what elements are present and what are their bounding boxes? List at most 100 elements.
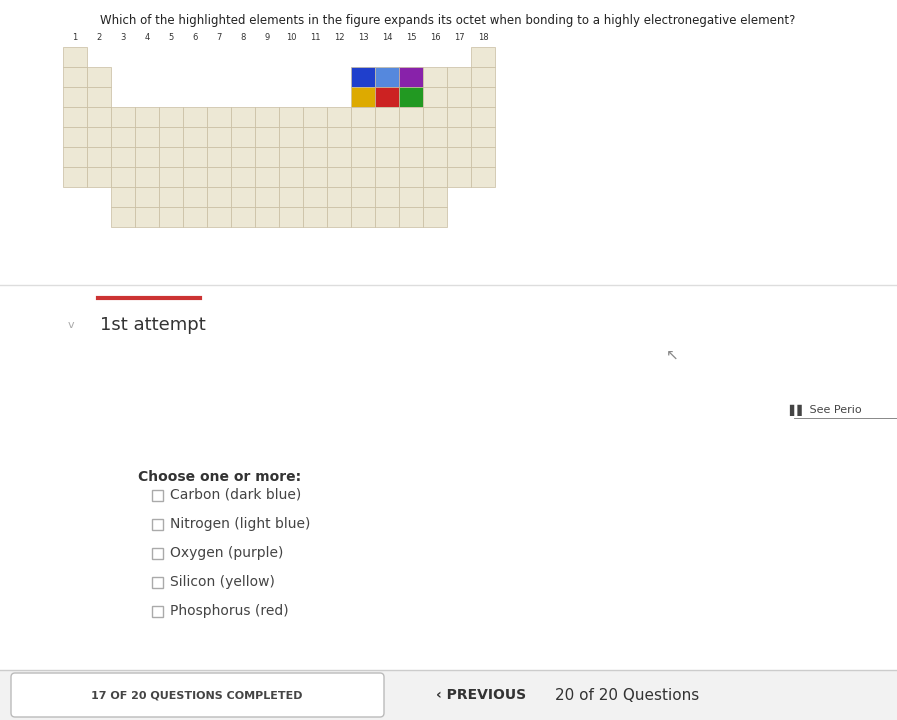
- Bar: [255, 107, 279, 127]
- Text: v: v: [68, 320, 74, 330]
- Bar: [303, 107, 327, 127]
- Text: 10: 10: [286, 32, 296, 42]
- Bar: [399, 147, 423, 167]
- Bar: [351, 127, 375, 147]
- Bar: [152, 606, 163, 616]
- Bar: [183, 207, 207, 227]
- Bar: [207, 127, 231, 147]
- Bar: [111, 187, 135, 207]
- Bar: [111, 147, 135, 167]
- Bar: [255, 187, 279, 207]
- Bar: [327, 187, 351, 207]
- Text: 8: 8: [240, 32, 246, 42]
- Bar: [423, 67, 447, 87]
- Bar: [351, 87, 375, 107]
- Bar: [447, 167, 471, 187]
- Bar: [87, 127, 111, 147]
- Bar: [327, 167, 351, 187]
- Bar: [375, 207, 399, 227]
- Bar: [255, 207, 279, 227]
- Bar: [351, 107, 375, 127]
- Bar: [152, 577, 163, 588]
- Bar: [231, 187, 255, 207]
- Text: ▌▌ See Perio: ▌▌ See Perio: [789, 405, 862, 415]
- Bar: [471, 167, 495, 187]
- Bar: [447, 87, 471, 107]
- Bar: [423, 107, 447, 127]
- Bar: [351, 147, 375, 167]
- Bar: [423, 187, 447, 207]
- Bar: [255, 167, 279, 187]
- Bar: [159, 107, 183, 127]
- Bar: [231, 167, 255, 187]
- Bar: [351, 207, 375, 227]
- Text: 14: 14: [382, 32, 392, 42]
- Bar: [279, 147, 303, 167]
- Bar: [471, 147, 495, 167]
- Bar: [327, 107, 351, 127]
- Bar: [135, 187, 159, 207]
- Text: Choose one or more:: Choose one or more:: [138, 470, 301, 484]
- Bar: [303, 167, 327, 187]
- Bar: [327, 207, 351, 227]
- Bar: [63, 127, 87, 147]
- Bar: [135, 207, 159, 227]
- Bar: [375, 147, 399, 167]
- Bar: [183, 167, 207, 187]
- Text: Oxygen (purple): Oxygen (purple): [170, 546, 283, 560]
- Bar: [111, 207, 135, 227]
- Text: 17: 17: [454, 32, 465, 42]
- Bar: [135, 127, 159, 147]
- Bar: [135, 107, 159, 127]
- Bar: [207, 187, 231, 207]
- Bar: [159, 127, 183, 147]
- Bar: [183, 107, 207, 127]
- Bar: [327, 147, 351, 167]
- Text: 1: 1: [73, 32, 78, 42]
- Bar: [207, 107, 231, 127]
- Bar: [255, 147, 279, 167]
- Bar: [375, 127, 399, 147]
- Bar: [399, 207, 423, 227]
- Bar: [327, 127, 351, 147]
- Bar: [279, 107, 303, 127]
- Bar: [111, 107, 135, 127]
- Text: 20 of 20 Questions: 20 of 20 Questions: [555, 688, 700, 703]
- Text: 11: 11: [309, 32, 320, 42]
- Bar: [159, 207, 183, 227]
- Bar: [63, 47, 87, 67]
- Bar: [279, 127, 303, 147]
- Text: Phosphorus (red): Phosphorus (red): [170, 604, 289, 618]
- Bar: [279, 187, 303, 207]
- Bar: [63, 147, 87, 167]
- Bar: [63, 87, 87, 107]
- Bar: [63, 167, 87, 187]
- Bar: [471, 127, 495, 147]
- Text: 6: 6: [192, 32, 197, 42]
- Bar: [231, 127, 255, 147]
- Bar: [135, 167, 159, 187]
- Bar: [231, 147, 255, 167]
- Bar: [399, 107, 423, 127]
- Bar: [447, 127, 471, 147]
- Bar: [303, 147, 327, 167]
- Bar: [135, 147, 159, 167]
- Bar: [471, 47, 495, 67]
- Bar: [111, 127, 135, 147]
- Bar: [63, 107, 87, 127]
- Bar: [471, 107, 495, 127]
- Text: 17 OF 20 QUESTIONS COMPLETED: 17 OF 20 QUESTIONS COMPLETED: [91, 690, 303, 700]
- Bar: [375, 167, 399, 187]
- Text: 1st attempt: 1st attempt: [100, 316, 205, 334]
- Bar: [183, 147, 207, 167]
- Bar: [152, 490, 163, 500]
- Bar: [375, 187, 399, 207]
- Bar: [111, 167, 135, 187]
- Bar: [351, 167, 375, 187]
- FancyBboxPatch shape: [11, 673, 384, 717]
- Bar: [399, 127, 423, 147]
- Bar: [471, 87, 495, 107]
- Bar: [0, 670, 897, 720]
- Bar: [87, 107, 111, 127]
- Text: 13: 13: [358, 32, 369, 42]
